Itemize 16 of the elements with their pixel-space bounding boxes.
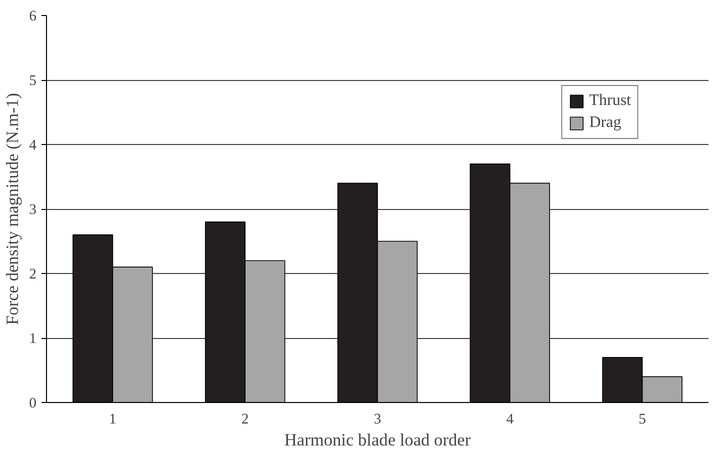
- y-axis-title: Force density magnitude (N.m-1): [3, 92, 22, 325]
- y-tick-label: 1: [29, 331, 36, 347]
- x-tick-label: 3: [374, 412, 382, 428]
- x-tick-label: 4: [506, 412, 514, 428]
- y-tick-label: 5: [29, 73, 36, 89]
- y-tick-label: 3: [29, 202, 36, 218]
- y-tick-label: 2: [29, 266, 36, 282]
- x-tick-label: 1: [109, 412, 116, 428]
- legend-label: Thrust: [589, 92, 631, 110]
- y-tick-label: 4: [29, 138, 38, 154]
- x-tick-label: 5: [638, 412, 646, 428]
- x-tick-label: 2: [241, 412, 249, 428]
- y-tick-label: 6: [29, 8, 36, 24]
- legend-label: Drag: [589, 114, 622, 132]
- x-axis-title: Harmonic blade load order: [284, 430, 471, 450]
- y-tick-label: 0: [29, 396, 36, 412]
